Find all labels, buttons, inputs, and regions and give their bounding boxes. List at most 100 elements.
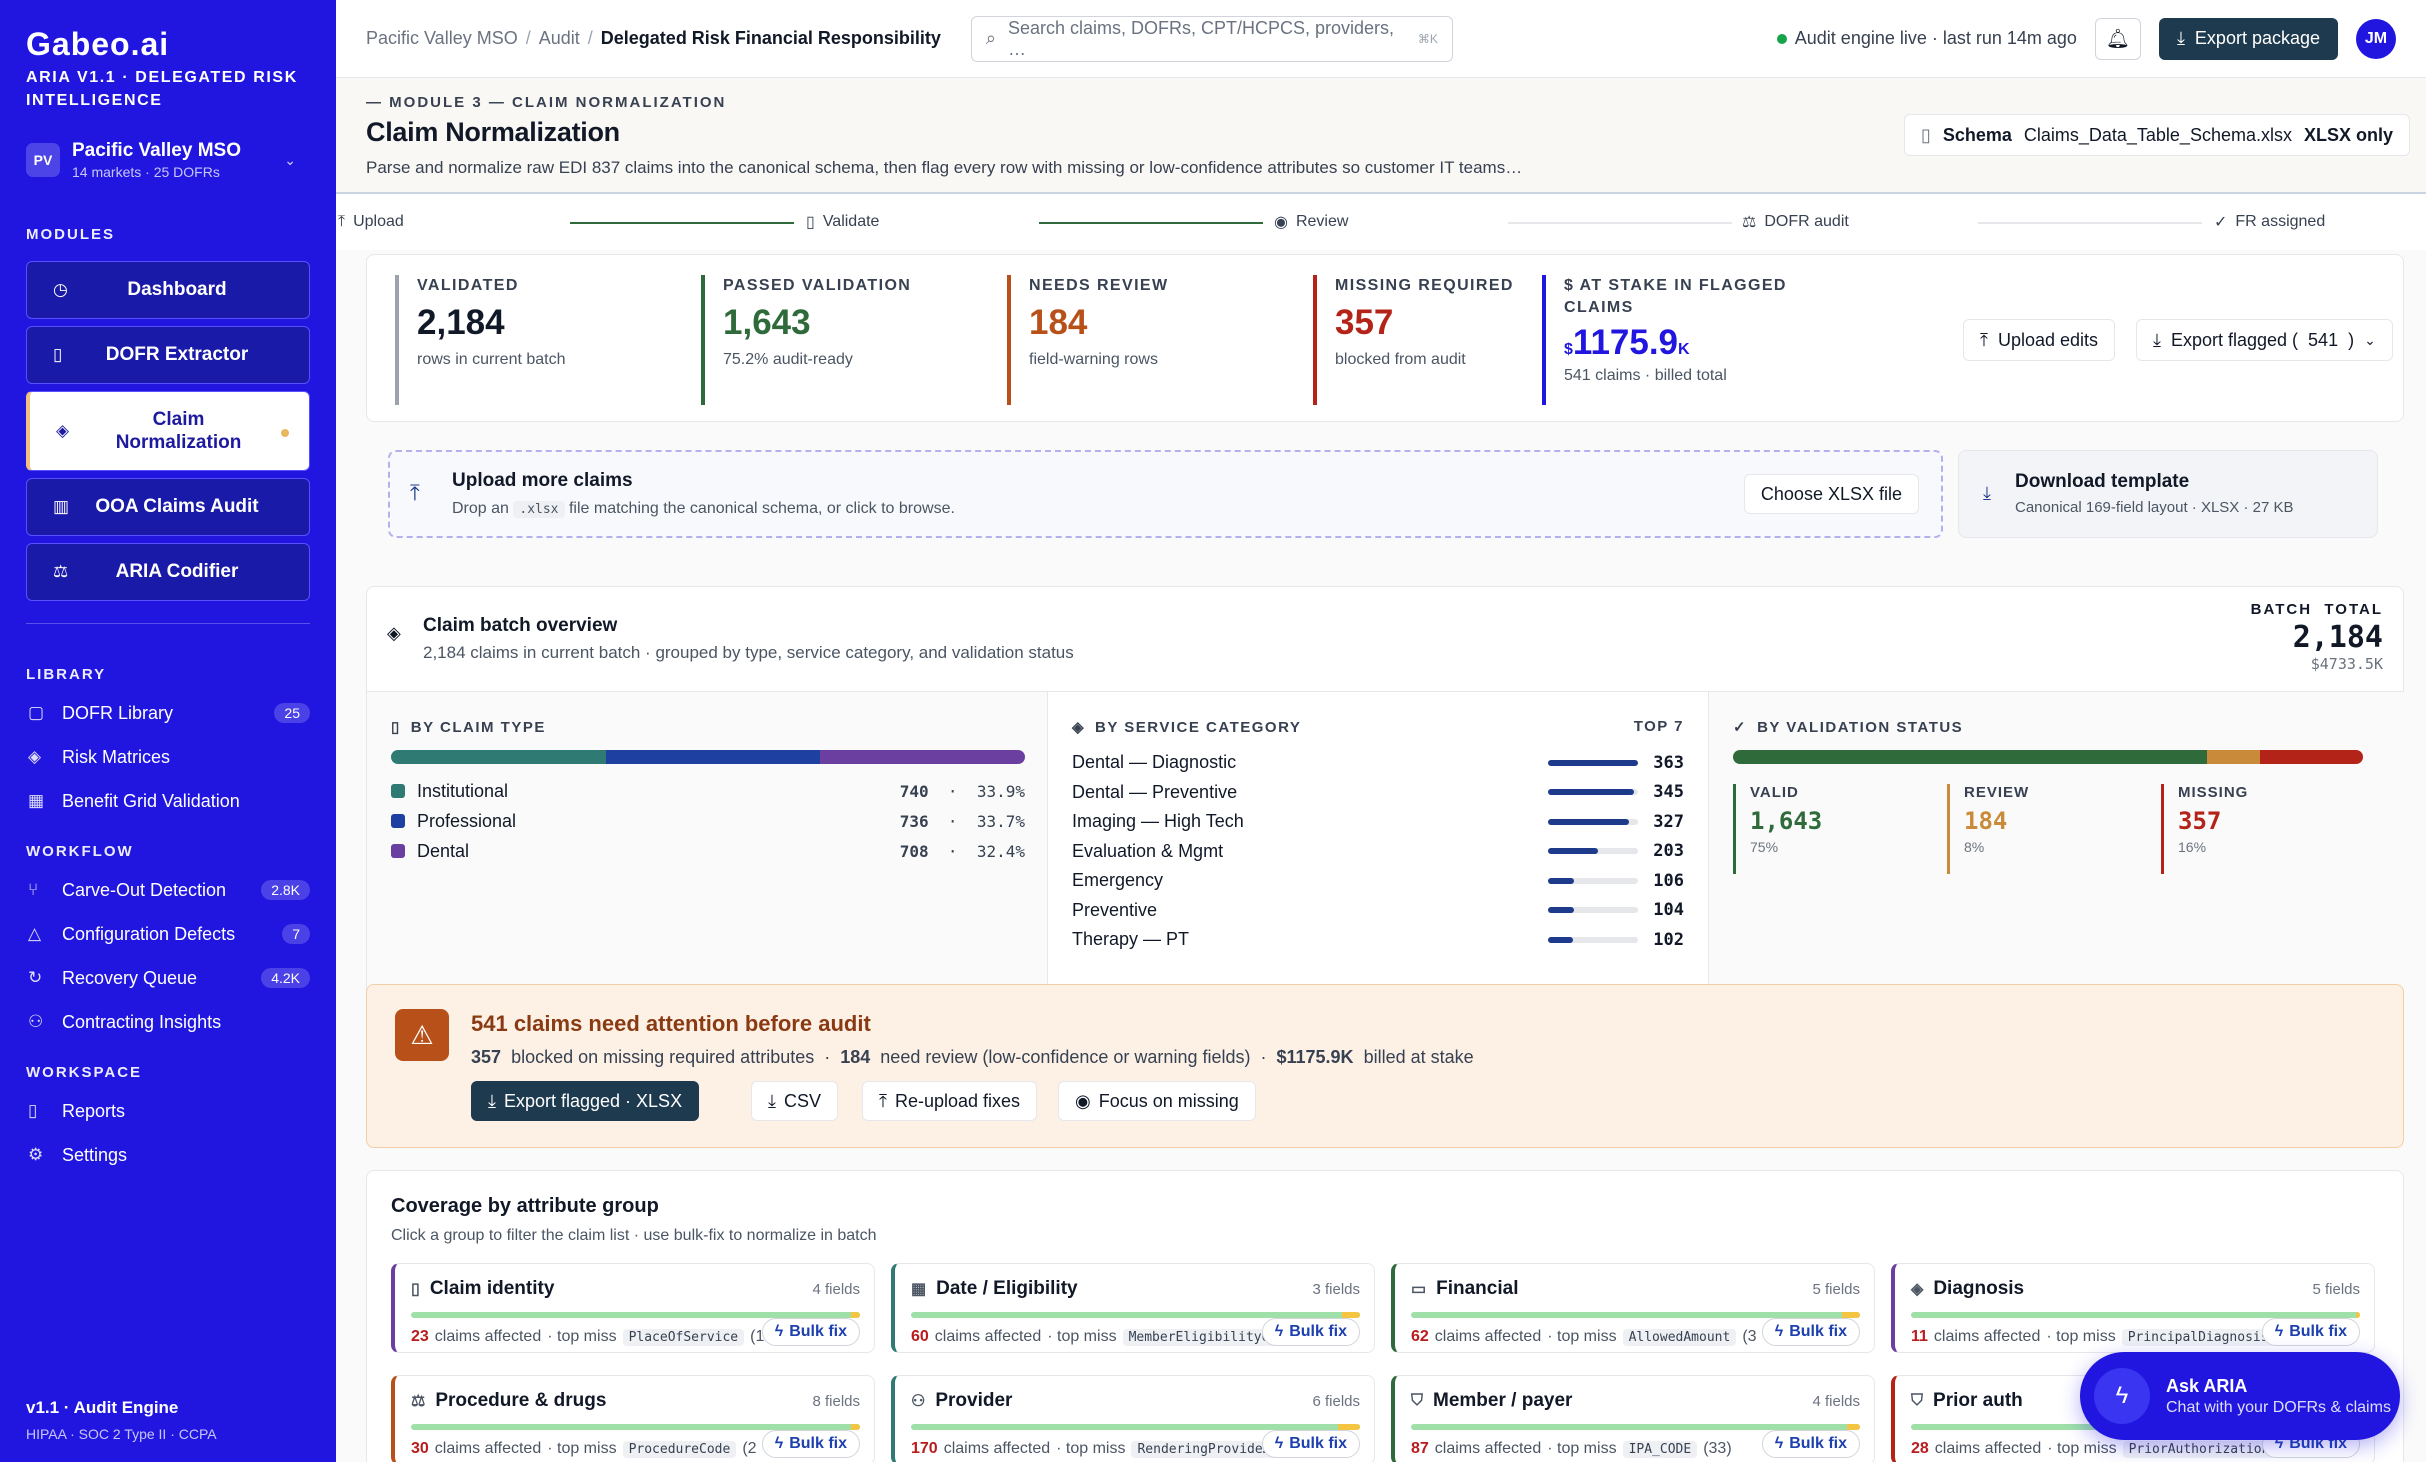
service-category-row[interactable]: Preventive 104 <box>1072 896 1684 926</box>
nav-reports[interactable]: ▯ Reports <box>26 1089 310 1133</box>
brand-logo[interactable]: Gabeo.ai <box>26 26 170 62</box>
nav-badge: 2.8K <box>261 880 310 900</box>
module-claim-normalization[interactable]: ◈ Claim Normalization <box>26 391 310 471</box>
kpi-label: $ AT STAKE IN FLAGGED CLAIMS <box>1564 277 1787 316</box>
ask-aria-button[interactable]: ϟ Ask ARIA Chat with your DOFRs & claims <box>2080 1352 2400 1440</box>
bulk-fix-button[interactable]: ϟ Bulk fix <box>1261 1318 1360 1346</box>
coverage-group-procedure-drugs[interactable]: ⚖ Procedure & drugs 8 fields 30 claims affec… <box>391 1375 875 1462</box>
step-upload[interactable]: ⤒ Upload <box>338 213 404 230</box>
coverage-group-financial[interactable]: ▭ Financial 5 fields 62 claims affected · top… <box>1391 1263 1875 1353</box>
kpi-label: VALIDATED <box>417 277 519 294</box>
validation-pct: 8% <box>1964 839 1985 855</box>
service-category-fill <box>1548 936 1574 943</box>
validation-stat-valid[interactable]: VALID 1,643 75% <box>1733 784 1822 874</box>
service-category-row[interactable]: Emergency 106 <box>1072 866 1684 896</box>
service-category-row[interactable]: Dental — Diagnostic 363 <box>1072 748 1684 778</box>
step-dofr-audit[interactable]: ⚖ DOFR audit <box>1742 213 1849 231</box>
breadcrumb-org[interactable]: Pacific Valley MSO <box>366 28 518 48</box>
user-avatar[interactable]: JM <box>2356 18 2396 59</box>
service-category-fill <box>1548 907 1574 914</box>
export-flagged-dropdown[interactable]: ⤓ Export flagged (541) ⌄ <box>2136 319 2393 361</box>
group-fields: 5 fields <box>2312 1280 2360 1298</box>
layers-icon: ◈ <box>56 421 70 440</box>
export-package-button[interactable]: ⤓ Export package <box>2158 17 2338 60</box>
schema-badge[interactable]: ▯ Schema Claims_Data_Table_Schema.xlsx X… <box>1903 114 2410 156</box>
search-input[interactable]: ⌕ Search claims, DOFRs, CPT/HCPCS, provi… <box>970 15 1453 62</box>
users-icon: ⚇ <box>28 1012 44 1031</box>
coverage-bar <box>411 1424 860 1430</box>
nav-dofr-library[interactable]: ▢ DOFR Library 25 <box>26 691 310 735</box>
bulk-fix-button[interactable]: ϟ Bulk fix <box>1761 1430 1860 1458</box>
validation-segment[interactable] <box>2206 750 2260 764</box>
nav-recovery-queue[interactable]: ↻ Recovery Queue 4.2K <box>26 956 310 1000</box>
nav-settings[interactable]: ⚙ Settings <box>26 1133 310 1177</box>
nav-risk-matrices[interactable]: ◈ Risk Matrices <box>26 735 310 779</box>
claim-type-segment[interactable] <box>819 750 1025 764</box>
org-switcher[interactable]: PV Pacific Valley MSO 14 markets · 25 DO… <box>26 140 310 180</box>
bulk-fix-button[interactable]: ϟ Bulk fix <box>1761 1318 1860 1346</box>
kpi-missing-required: MISSING REQUIRED 357 blocked from audit <box>1313 275 1514 405</box>
claim-type-row[interactable]: Institutional 740 · 33.9% <box>391 776 1025 806</box>
kpi-sub: rows in current batch <box>417 351 566 368</box>
notifications-button[interactable]: 🔔︎ <box>2094 17 2141 60</box>
claim-type-row[interactable]: Dental 708 · 32.4% <box>391 836 1025 866</box>
coverage-group-date-eligibility[interactable]: ▦ Date / Eligibility 3 fields 60 claims affe… <box>891 1263 1375 1353</box>
coverage-group-claim-identity[interactable]: ▯ Claim identity 4 fields 23 claims affected… <box>391 1263 875 1353</box>
service-category-row[interactable]: Imaging — High Tech 327 <box>1072 807 1684 837</box>
group-name: Provider <box>935 1390 1013 1411</box>
module-aria-codifier[interactable]: ⚖ ARIA Codifier <box>26 543 310 601</box>
kpi-value: 1175.9 <box>1572 323 1679 362</box>
validation-segment[interactable] <box>2259 750 2363 764</box>
service-category-value: 203 <box>1653 841 1684 862</box>
upload-dropzone[interactable]: ⤒ Upload more claims Drop an .xlsx file … <box>388 450 1943 538</box>
step-review[interactable]: ◉ Review <box>1274 213 1349 231</box>
step-fr-assigned[interactable]: ✓ FR assigned <box>2214 213 2326 231</box>
group-name: Date / Eligibility <box>936 1278 1078 1299</box>
compliance-label: HIPAA · SOC 2 Type II · CCPA <box>26 1426 217 1442</box>
kpi-value: 2,184 <box>417 303 505 342</box>
validation-segment[interactable] <box>1733 750 2207 764</box>
bulk-fix-button[interactable]: ϟ Bulk fix <box>761 1318 860 1346</box>
chevron-down-icon: ⌄ <box>2364 331 2376 348</box>
claim-type-segment[interactable] <box>391 750 606 764</box>
validation-pct: 16% <box>2178 839 2207 855</box>
service-category-value: 345 <box>1653 782 1684 803</box>
bulk-fix-button[interactable]: ϟ Bulk fix <box>2261 1318 2360 1346</box>
bulk-fix-button[interactable]: ϟ Bulk fix <box>1261 1430 1360 1458</box>
step-validate[interactable]: ▯ Validate <box>806 213 880 231</box>
nav-carve-out[interactable]: ⑂ Carve-Out Detection 2.8K <box>26 868 310 912</box>
batch-title: Claim batch overview <box>423 615 618 636</box>
nav-benefit-grid[interactable]: ▦ Benefit Grid Validation <box>26 779 310 823</box>
group-name: Claim identity <box>429 1278 555 1299</box>
service-category-panel: ◈ BY SERVICE CATEGORY TOP 7 Dental — Diag… <box>1048 692 1708 1042</box>
service-category-row[interactable]: Dental — Preventive 345 <box>1072 778 1684 808</box>
service-category-fill <box>1548 759 1638 766</box>
export-flagged-xlsx-button[interactable]: ⤓ Export flagged · XLSX <box>471 1081 700 1121</box>
csv-button[interactable]: ⤓ CSV <box>751 1081 838 1121</box>
group-meta: 28 claims affected · top miss PriorAuthoriz… <box>1911 1440 2360 1458</box>
claim-type-row[interactable]: Professional 736 · 33.7% <box>391 806 1025 836</box>
service-category-row[interactable]: Therapy — PT 102 <box>1072 925 1684 955</box>
validation-stat-review[interactable]: REVIEW 184 8% <box>1947 784 2029 874</box>
focus-missing-button[interactable]: ◉ Focus on missing <box>1058 1081 1256 1121</box>
coverage-group-provider[interactable]: ⚇ Provider 6 fields 170 claims affected · top… <box>891 1375 1375 1462</box>
choose-xlsx-button[interactable]: Choose XLSX file <box>1743 474 1919 514</box>
upload-edits-button[interactable]: ⤒ Upload edits <box>1963 319 2116 361</box>
service-category-row[interactable]: Evaluation & Mgmt 203 <box>1072 837 1684 867</box>
reupload-fixes-button[interactable]: ⤒ Re-upload fixes <box>862 1081 1038 1121</box>
module-dofr-extractor[interactable]: ▯ DOFR Extractor <box>26 326 310 384</box>
claim-type-segment[interactable] <box>605 750 820 764</box>
nav-config-defects[interactable]: △ Configuration Defects 7 <box>26 912 310 956</box>
breadcrumb-audit[interactable]: Audit <box>538 28 580 48</box>
template-desc: Canonical 169-field layout · XLSX · 27 K… <box>2015 499 2294 516</box>
module-dashboard[interactable]: ◷ Dashboard <box>26 261 310 319</box>
module-label: OOA Claims Audit <box>95 496 259 517</box>
download-template-card[interactable]: ⤓ Download template Canonical 169-field … <box>1958 450 2378 538</box>
validation-stat-missing[interactable]: MISSING 357 16% <box>2161 784 2248 874</box>
coverage-group-diagnosis[interactable]: ◈ Diagnosis 5 fields 11 claims affected · top… <box>1891 1263 2375 1353</box>
bulk-fix-button[interactable]: ϟ Bulk fix <box>761 1430 860 1458</box>
batch-billed: $4733.5K <box>2310 655 2383 673</box>
nav-contracting-insights[interactable]: ⚇ Contracting Insights <box>26 1000 310 1044</box>
module-ooa-claims-audit[interactable]: ▥ OOA Claims Audit <box>26 478 310 536</box>
coverage-group-member-payer[interactable]: ⛉ Member / payer 4 fields 87 claims affected… <box>1391 1375 1875 1462</box>
